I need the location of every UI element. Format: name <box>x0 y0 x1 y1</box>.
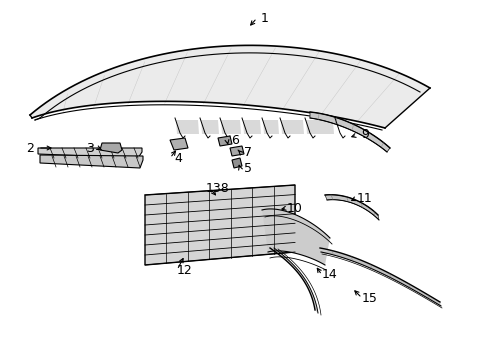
Text: 5: 5 <box>244 162 251 175</box>
Text: 6: 6 <box>231 134 239 147</box>
Text: 9: 9 <box>360 129 368 141</box>
Polygon shape <box>100 143 122 153</box>
Text: 15: 15 <box>361 292 377 305</box>
Text: 14: 14 <box>322 269 337 282</box>
Text: 3: 3 <box>86 141 94 154</box>
Polygon shape <box>40 155 142 168</box>
Polygon shape <box>309 112 389 152</box>
Text: 7: 7 <box>244 145 251 158</box>
Polygon shape <box>176 120 199 134</box>
Polygon shape <box>38 148 142 158</box>
Polygon shape <box>305 120 333 134</box>
Polygon shape <box>319 248 440 306</box>
Text: 12: 12 <box>177 264 192 276</box>
Polygon shape <box>229 146 244 156</box>
Polygon shape <box>221 120 241 134</box>
Polygon shape <box>231 158 242 168</box>
Polygon shape <box>325 195 378 220</box>
Polygon shape <box>145 185 294 265</box>
Polygon shape <box>243 120 261 134</box>
Polygon shape <box>30 45 429 128</box>
Polygon shape <box>218 136 231 146</box>
Polygon shape <box>262 209 329 265</box>
Text: 2: 2 <box>26 141 34 154</box>
Text: 11: 11 <box>356 192 372 204</box>
Polygon shape <box>170 138 187 150</box>
Polygon shape <box>281 120 304 134</box>
Text: 4: 4 <box>174 152 182 165</box>
Polygon shape <box>263 120 279 134</box>
Text: 1: 1 <box>261 12 268 24</box>
Text: 138: 138 <box>206 181 229 194</box>
Text: 10: 10 <box>286 202 303 215</box>
Polygon shape <box>201 120 219 134</box>
Polygon shape <box>269 248 317 313</box>
